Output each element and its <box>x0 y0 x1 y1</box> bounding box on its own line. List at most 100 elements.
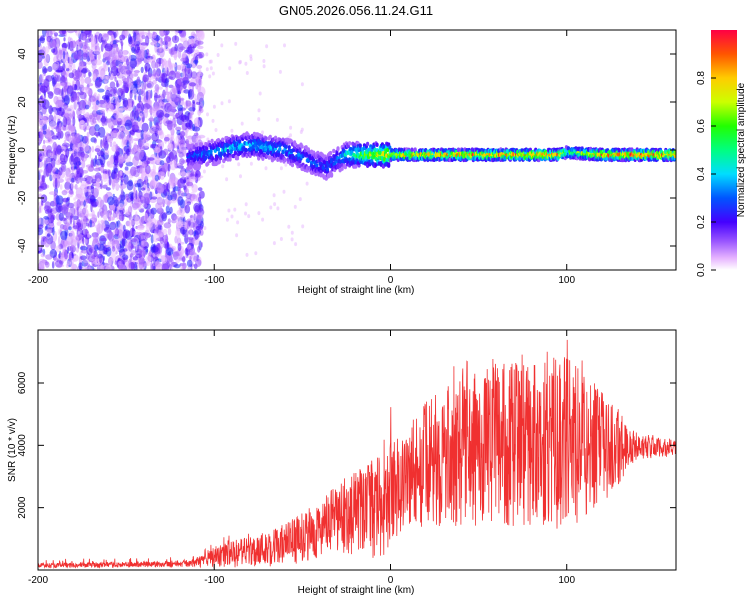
heatmap-noise-cell <box>176 209 182 216</box>
heatmap-noise-cell <box>130 136 134 144</box>
heatmap-noise-cell <box>183 89 190 94</box>
heatmap-noise-cell <box>193 59 199 64</box>
heatmap-noise-cell <box>179 158 185 165</box>
heatmap-noise-cell <box>261 217 265 222</box>
heatmap-noise-cell <box>38 119 45 127</box>
heatmap-noise-cell <box>144 142 150 148</box>
heatmap-noise-cell <box>167 200 171 207</box>
heatmap-noise-cell <box>131 46 136 54</box>
heatmap-noise-cell <box>177 178 185 189</box>
heatmap-noise-cell <box>47 30 53 38</box>
heatmap-noise-cell <box>124 119 133 131</box>
heatmap-noise-cell <box>38 170 41 181</box>
heatmap-noise-cell <box>137 244 145 253</box>
heatmap-noise-cell <box>40 74 44 80</box>
heatmap-noise-cell <box>122 257 126 265</box>
heatmap-noise-cell <box>122 97 129 108</box>
heatmap-noise-cell <box>119 170 123 176</box>
heatmap-noise-cell <box>282 189 286 194</box>
heatmap-noise-cell <box>102 172 107 180</box>
heatmap-noise-cell <box>73 136 80 146</box>
heatmap-noise-cell <box>257 108 261 113</box>
heatmap-noise-cell <box>41 55 45 59</box>
heatmap-noise-cell <box>91 209 95 220</box>
heatmap-noise-cell <box>54 177 58 189</box>
heatmap-noise-cell <box>138 33 144 43</box>
heatmap-noise-cell <box>159 145 163 157</box>
heatmap-noise-cell <box>83 35 86 42</box>
heatmap-noise-cell <box>175 126 182 131</box>
heatmap-noise-cell <box>113 163 117 175</box>
heatmap-noise-cell <box>135 211 138 218</box>
heatmap-noise-cell <box>290 230 294 235</box>
heatmap-noise-cell <box>100 109 106 114</box>
heatmap-noise-cell <box>151 246 159 253</box>
heatmap-noise-cell <box>41 46 46 56</box>
heatmap-noise-cell <box>167 120 173 131</box>
heatmap-signal-cell <box>332 148 336 154</box>
heatmap-noise-cell <box>199 190 205 199</box>
heatmap-noise-cell <box>100 238 108 242</box>
heatmap-noise-cell <box>293 204 297 209</box>
heatmap-noise-cell <box>94 59 103 66</box>
heatmap-noise-cell <box>80 78 86 84</box>
heatmap-signal-cell <box>221 137 225 142</box>
heatmap-noise-cell <box>142 74 149 83</box>
heatmap-noise-cell <box>156 264 163 270</box>
heatmap-signal-cell <box>244 147 248 153</box>
heatmap-noise-cell <box>166 211 172 215</box>
heatmap-noise-cell <box>58 49 63 54</box>
heatmap-noise-cell <box>190 53 197 57</box>
heatmap-noise-cell <box>83 200 86 207</box>
heatmap-noise-cell <box>81 189 88 193</box>
heatmap-noise-cell <box>144 262 148 267</box>
heatmap-noise-cell <box>62 197 69 203</box>
heatmap-noise-cell <box>47 91 54 99</box>
heatmap-noise-cell <box>163 148 169 156</box>
heatmap-noise-cell <box>140 42 149 46</box>
heatmap-noise-cell <box>191 183 198 193</box>
heatmap-noise-cell <box>198 69 202 75</box>
heatmap-noise-cell <box>61 190 68 196</box>
heatmap-noise-cell <box>92 117 97 124</box>
heatmap-noise-cell <box>80 217 87 225</box>
heatmap-noise-cell <box>117 154 125 164</box>
heatmap-signal-cell <box>336 146 340 152</box>
heatmap-noise-cell <box>174 30 179 36</box>
heatmap-signal-cell <box>335 151 339 156</box>
heatmap-noise-cell <box>152 105 161 112</box>
heatmap-noise-cell <box>67 123 74 134</box>
heatmap-noise-cell <box>38 205 41 214</box>
heatmap-noise-cell <box>130 250 137 256</box>
heatmap-noise-cell <box>173 51 178 61</box>
heatmap-noise-cell <box>279 237 283 241</box>
heatmap-signal-cell <box>352 152 356 158</box>
heatmap-noise-cell <box>257 211 261 216</box>
heatmap-noise-cell <box>84 262 90 267</box>
heatmap-noise-cell <box>159 47 165 58</box>
heatmap-noise-cell <box>38 227 44 236</box>
heatmap-noise-cell <box>122 248 128 252</box>
heatmap-noise-cell <box>284 162 288 167</box>
heatmap-noise-cell <box>73 197 77 201</box>
heatmap-noise-cell <box>123 30 130 37</box>
heatmap-noise-cell <box>114 260 118 265</box>
heatmap-noise-cell <box>152 54 155 62</box>
heatmap-noise-cell <box>68 56 74 68</box>
heatmap-noise-cell <box>269 205 273 210</box>
heatmap-noise-cell <box>38 224 44 229</box>
heatmap-noise-cell <box>71 177 75 183</box>
heatmap-noise-cell <box>68 189 74 195</box>
heatmap-noise-cell <box>40 253 46 258</box>
heatmap-noise-cell <box>142 103 151 110</box>
heatmap-noise-cell <box>143 196 151 205</box>
heatmap-noise-cell <box>257 117 261 122</box>
heatmap-noise-cell <box>63 94 70 106</box>
heatmap-noise-cell <box>194 229 202 235</box>
heatmap-signal-cell <box>216 147 221 152</box>
heatmap-noise-cell <box>51 78 56 87</box>
heatmap-signal-cell <box>283 157 287 163</box>
heatmap-noise-cell <box>216 53 220 57</box>
heatmap-noise-cell <box>169 87 178 99</box>
heatmap-noise-cell <box>175 258 180 263</box>
